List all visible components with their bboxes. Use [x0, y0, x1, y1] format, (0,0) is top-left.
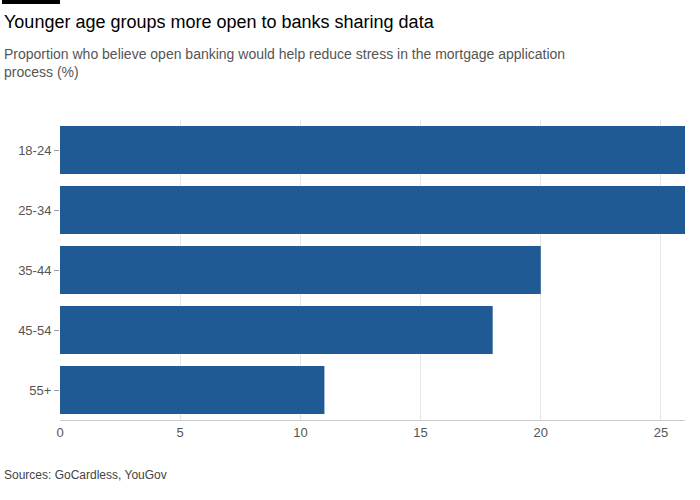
- svg-text:Sources: GoCardless, YouGov: Sources: GoCardless, YouGov: [4, 468, 167, 482]
- svg-text:25: 25: [654, 425, 668, 440]
- svg-text:0: 0: [56, 425, 63, 440]
- svg-text:5: 5: [177, 425, 184, 440]
- svg-text:35-44: 35-44: [18, 263, 51, 278]
- svg-text:10: 10: [293, 425, 307, 440]
- svg-text:15: 15: [413, 425, 427, 440]
- svg-text:20: 20: [534, 425, 548, 440]
- svg-text:25-34: 25-34: [18, 203, 51, 218]
- svg-text:55+: 55+: [29, 383, 51, 398]
- svg-text:18-24: 18-24: [18, 143, 51, 158]
- svg-text:Younger age groups more open t: Younger age groups more open to banks sh…: [4, 12, 435, 32]
- svg-text:Proportion who believe open ba: Proportion who believe open banking woul…: [4, 46, 565, 80]
- svg-text:45-54: 45-54: [18, 323, 51, 338]
